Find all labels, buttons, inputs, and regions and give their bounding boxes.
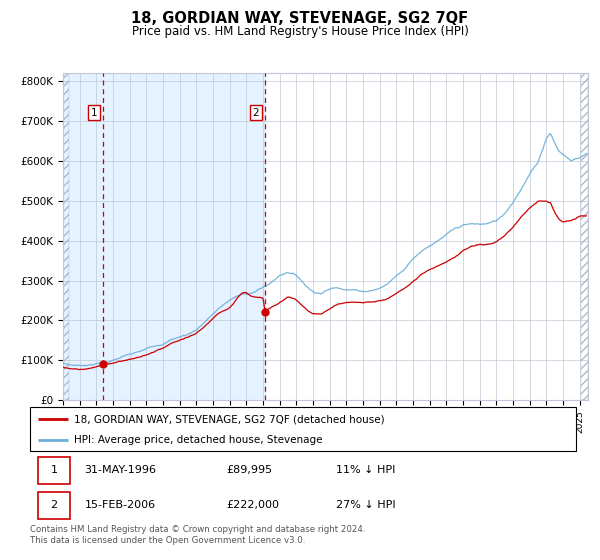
Text: 11% ↓ HPI: 11% ↓ HPI xyxy=(336,465,395,475)
Text: 2: 2 xyxy=(50,501,58,510)
Text: 31-MAY-1996: 31-MAY-1996 xyxy=(85,465,157,475)
FancyBboxPatch shape xyxy=(38,492,70,519)
Text: 18, GORDIAN WAY, STEVENAGE, SG2 7QF (detached house): 18, GORDIAN WAY, STEVENAGE, SG2 7QF (det… xyxy=(74,414,385,424)
Text: 1: 1 xyxy=(50,465,58,475)
Text: 27% ↓ HPI: 27% ↓ HPI xyxy=(336,501,395,510)
Text: 1: 1 xyxy=(91,108,97,118)
Text: HPI: Average price, detached house, Stevenage: HPI: Average price, detached house, Stev… xyxy=(74,435,322,445)
Text: 15-FEB-2006: 15-FEB-2006 xyxy=(85,501,156,510)
Text: 2: 2 xyxy=(253,108,259,118)
Text: Price paid vs. HM Land Registry's House Price Index (HPI): Price paid vs. HM Land Registry's House … xyxy=(131,25,469,38)
FancyBboxPatch shape xyxy=(38,457,70,484)
Text: 18, GORDIAN WAY, STEVENAGE, SG2 7QF: 18, GORDIAN WAY, STEVENAGE, SG2 7QF xyxy=(131,11,469,26)
Text: Contains HM Land Registry data © Crown copyright and database right 2024.
This d: Contains HM Land Registry data © Crown c… xyxy=(30,525,365,545)
Text: £89,995: £89,995 xyxy=(227,465,272,475)
Text: £222,000: £222,000 xyxy=(227,501,280,510)
FancyBboxPatch shape xyxy=(30,407,576,451)
Bar xyxy=(63,73,265,400)
